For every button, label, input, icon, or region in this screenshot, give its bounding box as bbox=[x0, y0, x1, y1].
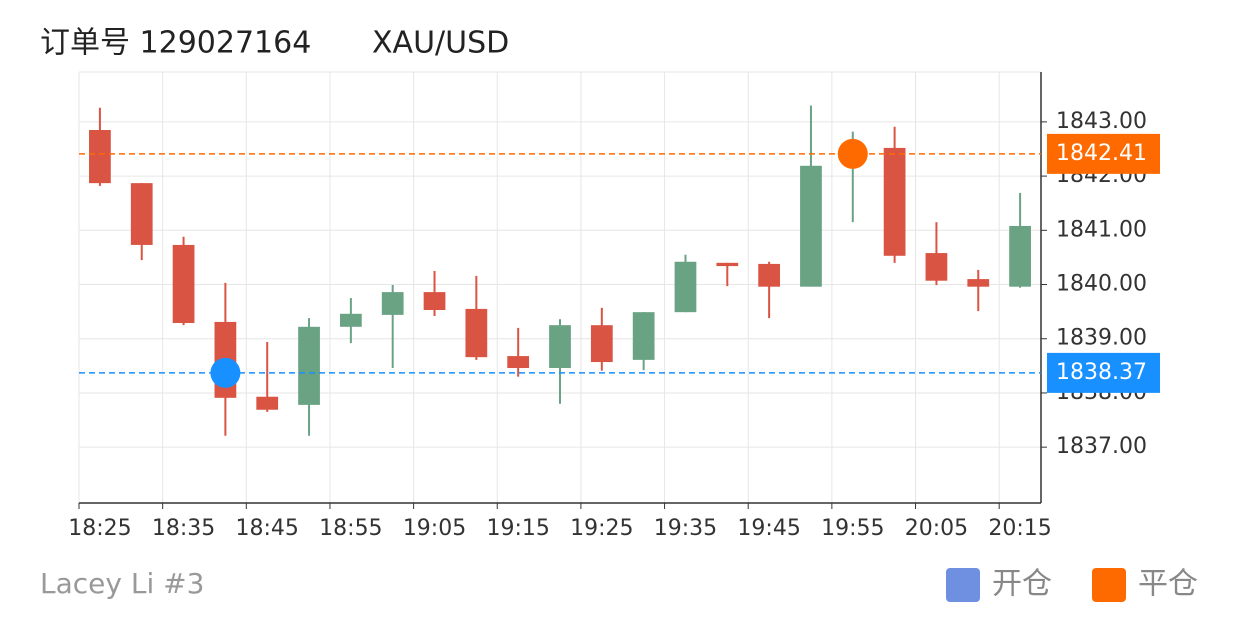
chart-title: 订单号 129027164 bbox=[40, 26, 311, 61]
candle-body bbox=[800, 165, 822, 287]
trade-marker bbox=[837, 138, 868, 169]
legend-label: 平仓 bbox=[1138, 567, 1198, 602]
y-tick-label: 1843.00 bbox=[1056, 109, 1147, 134]
x-tick-label: 19:15 bbox=[486, 516, 549, 541]
candle-body bbox=[632, 312, 655, 360]
price-label-box bbox=[1047, 133, 1160, 174]
candle-body bbox=[967, 279, 990, 287]
x-tick-label: 19:55 bbox=[821, 516, 884, 541]
x-tick-label: 18:35 bbox=[152, 516, 215, 541]
candle-body bbox=[549, 325, 571, 369]
footer: Lacey Li #3 bbox=[40, 567, 204, 600]
candle-body bbox=[465, 308, 488, 358]
x-tick-label: 19:25 bbox=[570, 516, 633, 541]
x-tick-label: 18:45 bbox=[236, 516, 299, 541]
x-tick-label: 20:15 bbox=[988, 516, 1051, 541]
y-tick-label: 1837.00 bbox=[1056, 434, 1147, 459]
trade-marker bbox=[210, 357, 241, 388]
candle-body bbox=[674, 261, 697, 313]
y-tick-label: 1840.00 bbox=[1056, 272, 1147, 297]
x-tick-label: 18:25 bbox=[68, 516, 131, 541]
candle-body bbox=[381, 292, 404, 315]
x-tick-label: 19:35 bbox=[654, 516, 717, 541]
candle-body bbox=[256, 396, 279, 410]
candle-body bbox=[883, 147, 906, 256]
candle-body bbox=[758, 263, 781, 287]
price-label-box bbox=[1047, 352, 1160, 393]
candle-body bbox=[507, 356, 530, 369]
y-tick-label: 1841.00 bbox=[1056, 217, 1147, 242]
chart-subtitle: XAU/USD bbox=[372, 26, 509, 61]
x-tick-label: 19:45 bbox=[737, 516, 800, 541]
candle-body bbox=[172, 244, 195, 324]
x-tick-label: 18:55 bbox=[319, 516, 382, 541]
legend-swatch bbox=[1092, 568, 1126, 602]
candle-body bbox=[925, 253, 948, 281]
candle-body bbox=[89, 130, 111, 184]
legend-label: 开仓 bbox=[992, 567, 1052, 602]
legend-swatch bbox=[946, 568, 980, 602]
x-tick-label: 19:05 bbox=[403, 516, 466, 541]
price-label: 1838.37 bbox=[1056, 360, 1147, 385]
candle-body bbox=[590, 325, 613, 363]
candle-body bbox=[130, 183, 153, 245]
candle-body bbox=[716, 262, 739, 267]
x-tick-label: 20:05 bbox=[905, 516, 968, 541]
candle-body bbox=[423, 292, 446, 310]
y-tick-label: 1839.00 bbox=[1056, 326, 1147, 351]
candle-body bbox=[298, 326, 320, 405]
candle-body bbox=[339, 313, 362, 327]
price-label: 1842.41 bbox=[1056, 141, 1147, 166]
candle-body bbox=[1009, 225, 1031, 287]
